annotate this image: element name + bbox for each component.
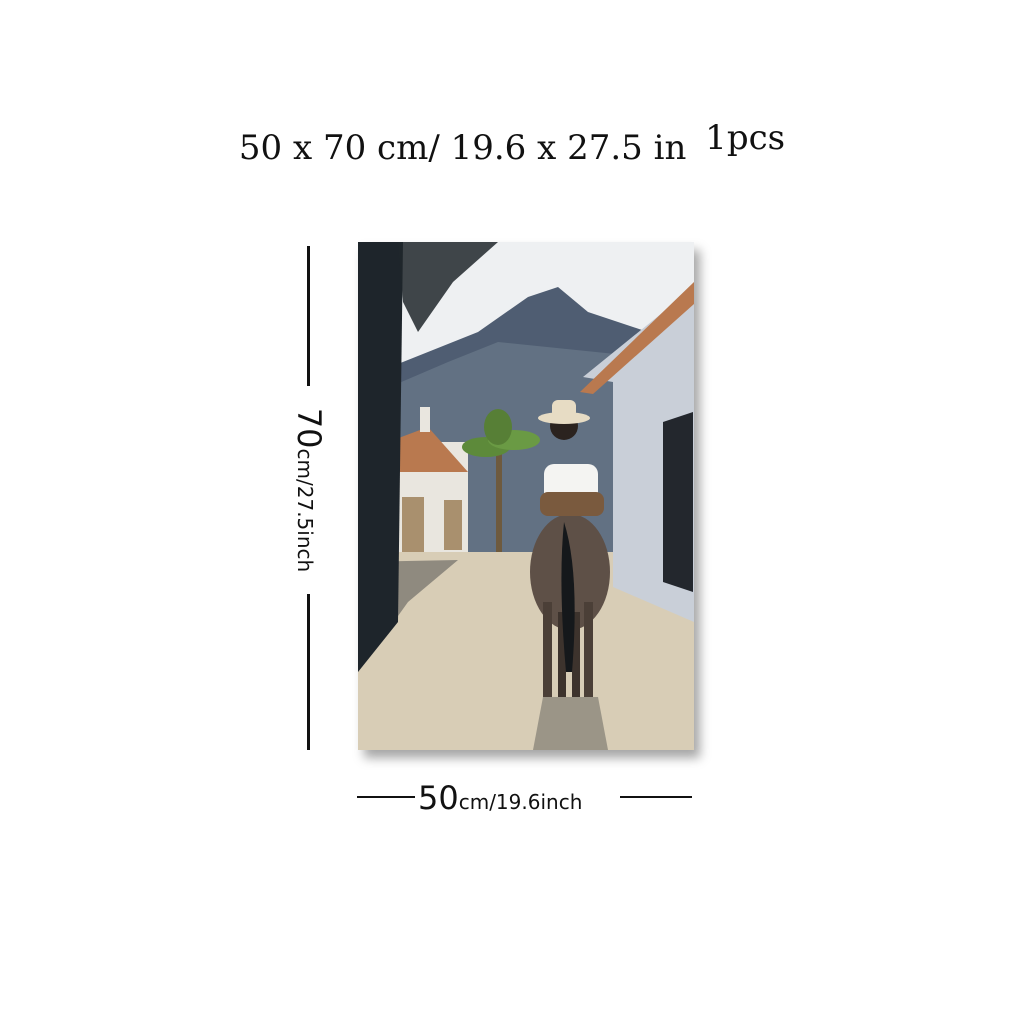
house-doorway (663, 412, 693, 592)
house-roof (580, 282, 694, 394)
size-headline-text: 50 x 70 cm/ 19.6 x 27.5 in (238, 128, 687, 168)
height-unit: cm/27.5inch (293, 448, 317, 573)
foreground-shadow-wall (358, 242, 403, 672)
canvas-painting (358, 242, 694, 750)
height-value: 70 (290, 407, 328, 449)
width-dimension-line-left (357, 796, 415, 798)
horse-and-rider (530, 400, 610, 697)
height-dimension-line-top (307, 246, 310, 386)
width-dimension-label: 50cm/19.6inch (418, 779, 582, 817)
reflection (533, 697, 608, 750)
painting-artwork (358, 242, 694, 750)
width-dimension-line-right (620, 796, 692, 798)
width-unit: cm/19.6inch (458, 790, 583, 814)
quantity-unit: pcs (726, 118, 786, 158)
width-value: 50 (418, 779, 459, 817)
palm-tree (462, 409, 540, 552)
size-headline: 50 x 70 cm/ 19.6 x 27.5 in 1pcs (0, 118, 1024, 168)
church-roof (388, 427, 468, 472)
quantity-number: 1 (705, 118, 727, 158)
quantity-label: 1pcs (705, 118, 785, 158)
height-dimension-line-bottom (307, 594, 310, 750)
road (358, 552, 694, 750)
